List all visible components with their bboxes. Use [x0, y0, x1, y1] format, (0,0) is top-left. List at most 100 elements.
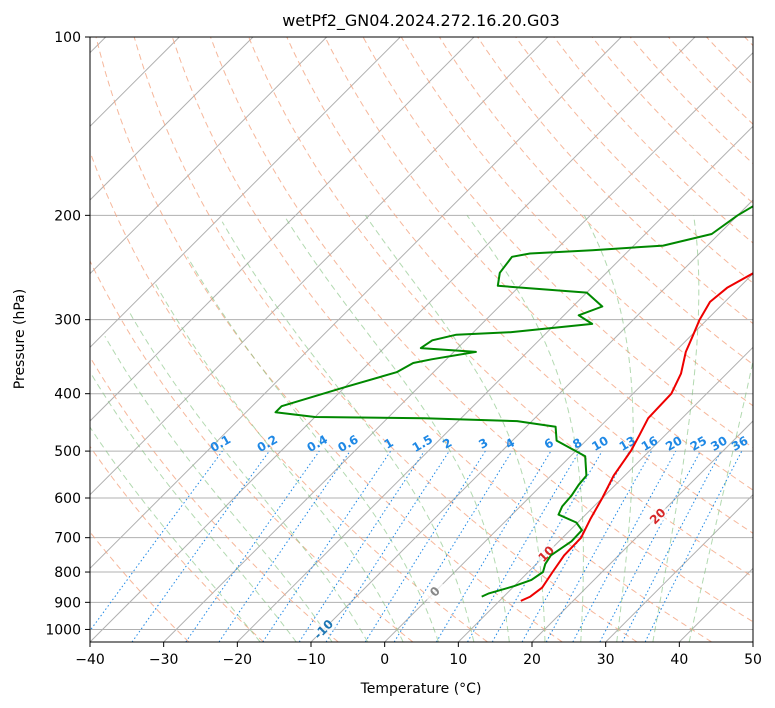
background-lines: 0.1 0.2 0.4 0.6 1 1.5 2 3 4 6 8 10 13 16 20 25 30 36-1001… [90, 37, 753, 642]
mixing-ratio-label: 6 [542, 435, 556, 451]
dry-adiabat-line [90, 259, 414, 642]
mixing-ratio-line [545, 450, 653, 642]
dry-adiabat-line [90, 531, 190, 642]
mixing-ratio-line [364, 450, 486, 642]
x-tick-label: −10 [296, 652, 326, 668]
dry-adiabat-line [286, 37, 753, 534]
isotherm-line [678, 567, 753, 642]
dry-adiabat-line [591, 37, 753, 204]
isotherm-label-bg [533, 541, 560, 567]
isotherm-line [90, 37, 622, 570]
moist-adiabat-line [688, 358, 753, 642]
y-tick-label: 500 [54, 444, 81, 460]
isotherm-line [90, 37, 328, 275]
mixing-ratio-label: 0.6 [335, 432, 360, 455]
isotherm-label-bg [645, 503, 671, 529]
dry-adiabat-line [210, 37, 753, 623]
x-tick-label: 40 [670, 652, 688, 668]
isotherm-line [90, 37, 696, 642]
y-tick-label: 300 [54, 313, 81, 329]
mixing-ratio-label: 0.4 [305, 432, 330, 455]
x-tick-label: 0 [380, 652, 389, 668]
isotherm-line [90, 37, 549, 496]
mixing-ratio-line [599, 450, 701, 642]
x-axis-label: Temperature (°C) [360, 681, 482, 697]
plot-frame [89, 36, 754, 643]
dry-adiabat-line [553, 37, 753, 244]
x-tick-label: −40 [75, 652, 105, 668]
isotherm-line [605, 493, 753, 642]
moist-adiabat-line [90, 426, 261, 642]
dry-adiabat-line [668, 37, 753, 125]
isotherm-line [90, 37, 254, 201]
mixing-ratio-label: 0.2 [255, 432, 280, 455]
y-tick-label: 400 [54, 387, 81, 403]
mixing-ratio-label: 2 [440, 435, 454, 451]
dry-adiabat-line [515, 37, 753, 284]
y-tick-label: 800 [54, 565, 81, 581]
isotherm-line [384, 272, 753, 642]
isotherm-label-bg [310, 616, 337, 642]
mixing-ratio-line [90, 450, 223, 632]
mixing-ratio-line [435, 450, 552, 642]
mixing-ratio-line [572, 450, 677, 642]
dry-adiabat-line [171, 37, 712, 642]
dry-adiabat-line [90, 356, 339, 642]
dry-adiabat-line [90, 445, 264, 642]
isotherm-line [236, 125, 753, 642]
dry-adiabat-line [133, 37, 638, 642]
dry-adiabat-line [324, 37, 753, 491]
x-tick-label: 20 [523, 652, 541, 668]
dry-adiabat-line [90, 150, 488, 642]
y-tick-label: 700 [54, 531, 81, 547]
dry-adiabat-line [706, 37, 753, 86]
chart-title: wetPf2_GN04.2024.272.16.20.G03 [282, 11, 560, 31]
series-layer [274, 205, 753, 602]
isotherm-line [163, 51, 753, 642]
x-tick-label: −30 [149, 652, 179, 668]
moist-adiabat-line [90, 370, 297, 642]
moist-adiabat-line [221, 221, 475, 642]
y-tick-label: 200 [54, 208, 81, 224]
moist-adiabat-line [187, 256, 439, 642]
x-tick-label: 30 [597, 652, 615, 668]
y-tick-label: 900 [54, 595, 81, 611]
dry-adiabat-line [248, 37, 753, 578]
y-tick-label: 100 [54, 30, 81, 46]
moist-adiabat-line [104, 336, 333, 642]
moist-adiabat-line [583, 215, 634, 642]
temperature-profile-line [520, 272, 753, 602]
moist-adiabat-line [364, 215, 546, 642]
isotherm-line [90, 37, 401, 349]
mixing-ratio-line [644, 450, 743, 642]
mixing-ratio-line [131, 450, 270, 642]
dry-adiabat-line [744, 37, 753, 47]
moist-adiabat-line [466, 215, 584, 642]
x-tick-label: 50 [744, 652, 762, 668]
isotherm-line [531, 420, 753, 642]
isotherm-line [752, 641, 753, 642]
moist-adiabat-line [154, 282, 404, 642]
mixing-ratio-line [393, 450, 513, 642]
y-tick-label: 1000 [45, 622, 81, 638]
mixing-ratio-line [185, 450, 320, 642]
mixing-ratio-line [325, 450, 450, 642]
mixing-ratio-line [262, 450, 392, 642]
mixing-ratio-label: 3 [476, 435, 490, 451]
moist-adiabat-line [283, 215, 510, 642]
x-tick-label: −20 [223, 652, 253, 668]
moist-adiabat-line [652, 215, 700, 642]
x-tick-label: 10 [449, 652, 467, 668]
y-axis-label: Pressure (hPa) [12, 289, 28, 389]
y-tick-label: 600 [54, 491, 81, 507]
axes: −40 −30 −20 −10 0 10 20 30 40 50 1000 900 800 700 600 5… [45, 30, 762, 668]
mixing-ratio-line [298, 450, 425, 642]
isotherm-line [90, 37, 475, 422]
moist-adiabat-line [128, 310, 369, 642]
mixing-ratio-line [218, 450, 351, 642]
isotherm-label-bg [422, 579, 448, 605]
dry-adiabat-line [95, 37, 563, 642]
dewpoint-profile-line [274, 205, 753, 598]
